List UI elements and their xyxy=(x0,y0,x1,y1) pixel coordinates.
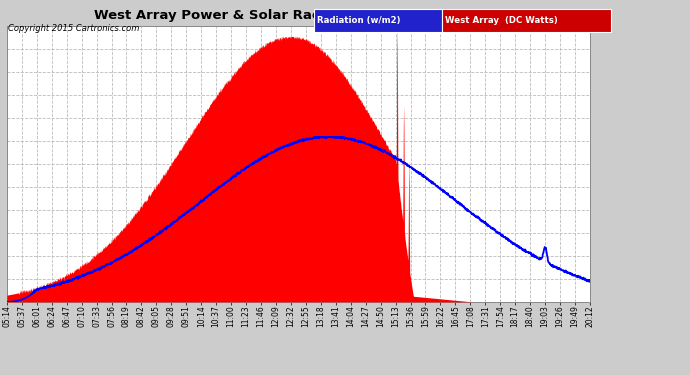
Text: Radiation (w/m2): Radiation (w/m2) xyxy=(317,16,401,25)
Text: West Array Power & Solar Radiation Tue Jun 23 20:33: West Array Power & Solar Radiation Tue J… xyxy=(94,9,493,22)
Text: Copyright 2015 Cartronics.com: Copyright 2015 Cartronics.com xyxy=(8,24,139,33)
Text: West Array  (DC Watts): West Array (DC Watts) xyxy=(445,16,558,25)
